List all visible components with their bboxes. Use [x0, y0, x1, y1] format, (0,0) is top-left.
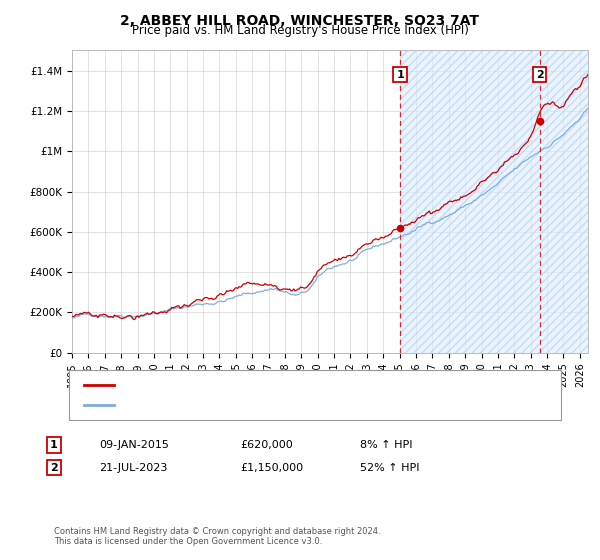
Text: Contains HM Land Registry data © Crown copyright and database right 2024.
This d: Contains HM Land Registry data © Crown c…	[54, 526, 380, 546]
Text: 21-JUL-2023: 21-JUL-2023	[99, 463, 167, 473]
Text: 2, ABBEY HILL ROAD, WINCHESTER, SO23 7AT (detached house): 2, ABBEY HILL ROAD, WINCHESTER, SO23 7AT…	[120, 380, 440, 390]
Text: 8% ↑ HPI: 8% ↑ HPI	[360, 440, 413, 450]
Text: 2: 2	[536, 69, 544, 80]
Text: £620,000: £620,000	[240, 440, 293, 450]
Text: HPI: Average price, detached house, Winchester: HPI: Average price, detached house, Winc…	[120, 400, 361, 410]
Text: 2, ABBEY HILL ROAD, WINCHESTER, SO23 7AT: 2, ABBEY HILL ROAD, WINCHESTER, SO23 7AT	[121, 14, 479, 28]
Text: 2: 2	[50, 463, 58, 473]
Bar	[400, 50, 588, 353]
Text: 09-JAN-2015: 09-JAN-2015	[99, 440, 169, 450]
Text: 52% ↑ HPI: 52% ↑ HPI	[360, 463, 419, 473]
Text: 1: 1	[396, 69, 404, 80]
Text: £1,150,000: £1,150,000	[240, 463, 303, 473]
Text: Price paid vs. HM Land Registry's House Price Index (HPI): Price paid vs. HM Land Registry's House …	[131, 24, 469, 37]
Text: 1: 1	[50, 440, 58, 450]
